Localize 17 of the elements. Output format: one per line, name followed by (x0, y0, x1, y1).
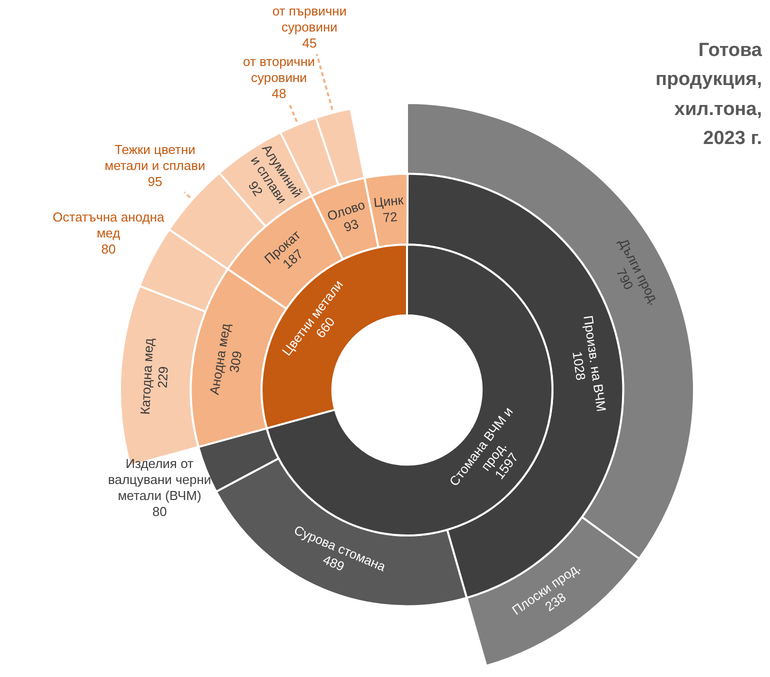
category-label: Цинк (373, 192, 404, 210)
category-label: от вторични суровини (243, 54, 315, 85)
category-label: Тежки цветни метали и сплави (104, 142, 206, 173)
category-label: от първични суровини (272, 4, 347, 35)
data-label: 45 (302, 36, 317, 51)
category-label: Остатъчна анодна мед (52, 209, 165, 240)
category-label: Катодна мед (137, 337, 156, 415)
data-label: 229 (154, 366, 171, 388)
data-label: 80 (152, 504, 167, 519)
data-label: 80 (101, 241, 116, 256)
data-label: 72 (382, 208, 398, 226)
data-label: 95 (148, 174, 162, 189)
category-label: Изделия от валцувани черни метали (ВЧМ) (108, 456, 212, 503)
text: Готова продукция, хил.тона, 2023 г. (654, 39, 762, 152)
data-label: 93 (342, 216, 360, 235)
data-label: 48 (272, 86, 286, 101)
data-label: 309 (226, 350, 245, 374)
